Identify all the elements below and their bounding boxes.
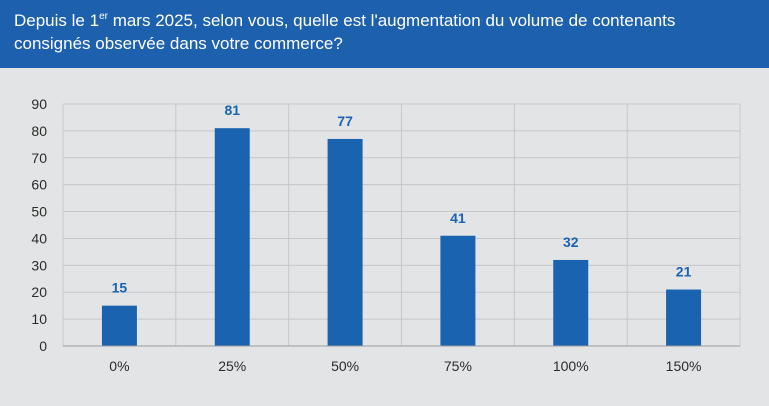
- y-tick-label: 0: [39, 338, 47, 354]
- y-tick-label: 80: [31, 123, 47, 139]
- y-tick-label: 50: [31, 204, 47, 220]
- data-label: 32: [563, 234, 579, 250]
- x-tick-label: 150%: [666, 358, 702, 374]
- x-tick-label: 100%: [553, 358, 589, 374]
- data-label: 21: [676, 264, 692, 280]
- bar: [327, 138, 363, 346]
- title-part-2: mars 2025, selon vous, quelle est l'augm…: [14, 11, 676, 53]
- y-tick-label: 90: [31, 96, 47, 112]
- x-tick-label: 75%: [444, 358, 472, 374]
- x-tick-label: 50%: [331, 358, 359, 374]
- bar: [214, 128, 250, 346]
- bar: [666, 289, 702, 346]
- y-tick-label: 40: [31, 230, 47, 246]
- title-part-1: Depuis le 1: [14, 11, 100, 30]
- bar: [101, 305, 137, 346]
- bar-chart: 0102030405060708090150%8125%7750%4175%32…: [31, 96, 741, 374]
- x-tick-label: 0%: [109, 358, 129, 374]
- y-tick-label: 30: [31, 257, 47, 273]
- bar: [440, 235, 476, 346]
- chart-area: 0 10 20 30 40 50 60 70 80 90 15 0% 81 25% 77 50% 41 75% 32…: [0, 68, 769, 406]
- y-tick-label: 10: [31, 311, 47, 327]
- data-label: 15: [112, 280, 128, 296]
- y-tick-label: 60: [31, 177, 47, 193]
- y-tick-label: 20: [31, 284, 47, 300]
- chart-title: Depuis le 1er mars 2025, selon vous, que…: [0, 0, 769, 68]
- x-tick-label: 25%: [218, 358, 246, 374]
- data-label: 41: [450, 210, 466, 226]
- bar: [553, 259, 589, 346]
- y-tick-label: 70: [31, 150, 47, 166]
- data-label: 77: [337, 113, 353, 129]
- title-superscript: er: [99, 11, 108, 22]
- data-label: 81: [224, 102, 240, 118]
